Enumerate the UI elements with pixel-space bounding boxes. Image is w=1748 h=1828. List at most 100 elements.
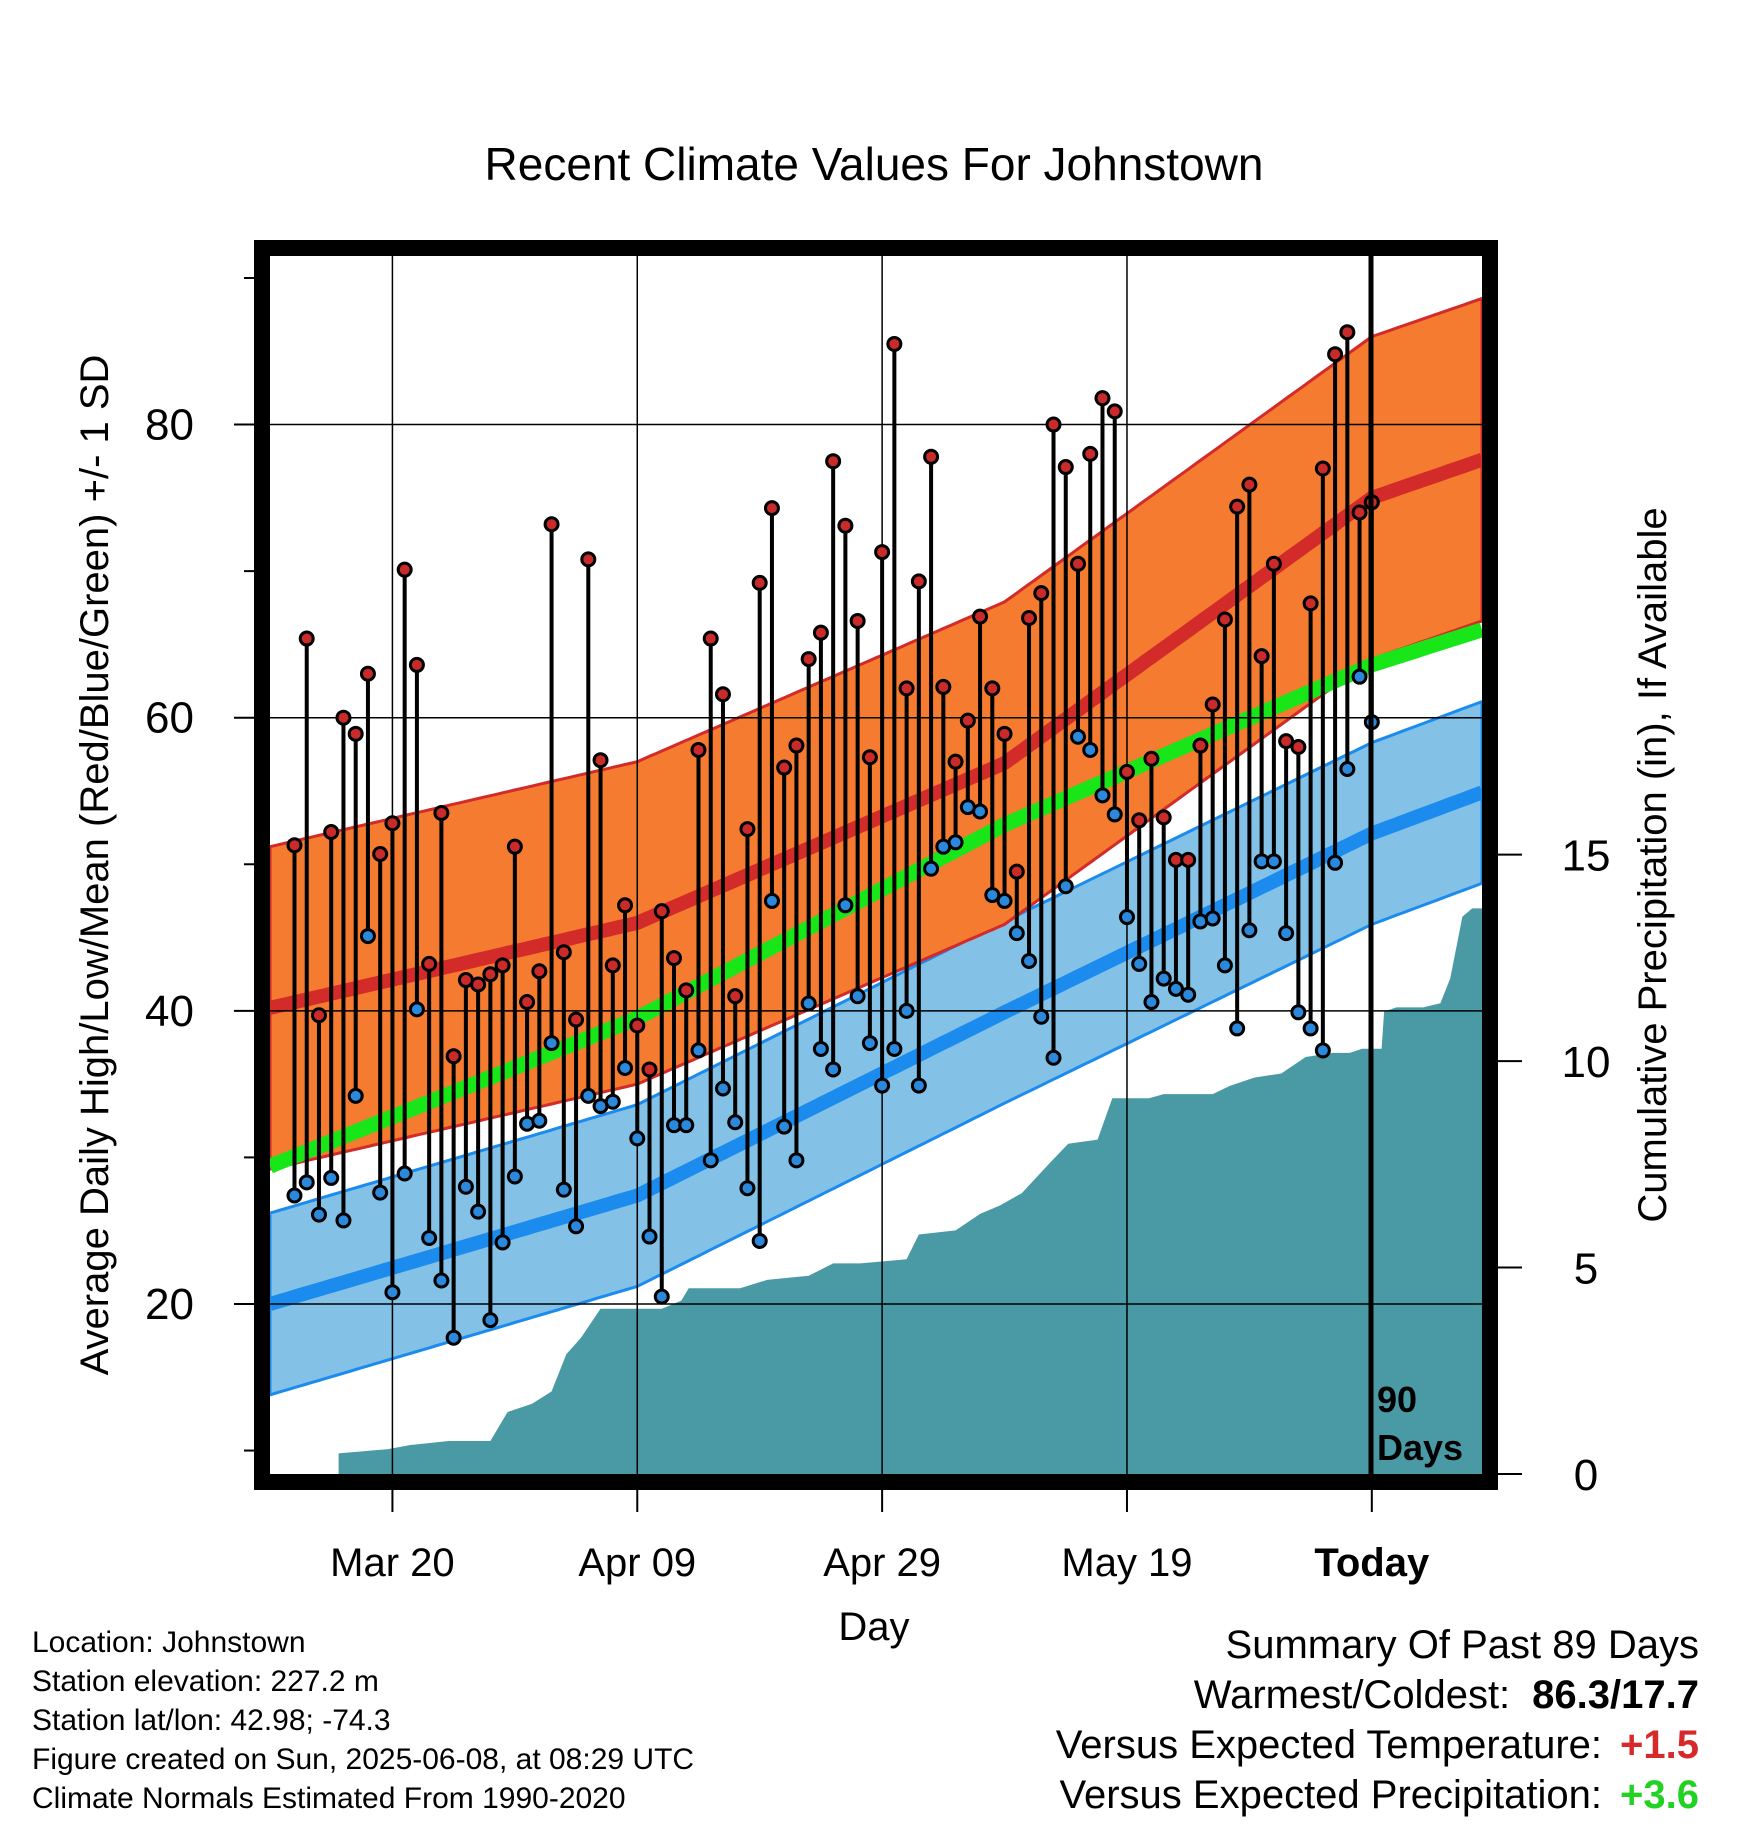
daily-low-point — [837, 897, 854, 914]
summary-temp: Versus Expected Temperature: +1.5 — [1056, 1720, 1699, 1770]
x-axis: Mar 20 Apr 09 Apr 29 May 19 Today — [330, 1490, 1430, 1585]
daily-high-point — [898, 680, 915, 697]
daily-low-point — [617, 1060, 634, 1076]
daily-low-point — [923, 860, 940, 877]
daily-low-point — [335, 1212, 352, 1229]
daily-high-point — [1302, 595, 1319, 612]
daily-high-point — [935, 678, 952, 695]
daily-high-point — [1106, 403, 1123, 420]
daily-high-point — [972, 608, 989, 625]
daily-high-point — [604, 957, 621, 974]
daily-low-point — [1131, 955, 1148, 972]
daily-low-point — [1290, 1004, 1307, 1021]
daily-high-point — [984, 680, 1001, 697]
daily-low-point — [751, 1232, 768, 1249]
daily-high-point — [776, 759, 793, 776]
daily-high-point — [812, 624, 829, 641]
daily-high-point — [874, 544, 891, 561]
daily-low-point — [568, 1218, 585, 1235]
x-tick-label: Apr 29 — [823, 1541, 941, 1585]
y-axis-right: 0 5 10 15 — [1498, 832, 1610, 1500]
daily-high-point — [825, 453, 842, 470]
daily-low-point — [886, 1040, 903, 1057]
daily-high-point — [298, 630, 315, 647]
daily-low-point — [421, 1230, 438, 1247]
daily-low-point — [531, 1112, 548, 1129]
daily-low-point — [972, 803, 989, 820]
daily-low-point — [286, 1187, 303, 1204]
daily-low-point — [1216, 957, 1233, 974]
y-tick-label: 20 — [145, 1280, 194, 1329]
daily-high-point — [555, 944, 572, 961]
daily-low-point — [396, 1165, 413, 1182]
daily-high-point — [1131, 812, 1148, 829]
daily-high-point — [1229, 498, 1246, 515]
daily-high-point — [653, 903, 670, 920]
daily-high-point — [788, 737, 805, 754]
daily-high-point — [837, 517, 854, 534]
normals-text: Climate Normals Estimated From 1990-2020 — [32, 1782, 626, 1815]
daily-high-point — [641, 1061, 658, 1078]
daily-high-point — [470, 976, 487, 993]
x-tick-label: May 19 — [1061, 1541, 1192, 1585]
daily-low-point — [555, 1181, 572, 1198]
daily-low-point — [506, 1168, 523, 1185]
daily-low-point — [408, 1001, 425, 1018]
summary-warmest-coldest: Warmest/Coldest: 86.3/17.7 — [1056, 1670, 1699, 1720]
daily-high-point — [1021, 610, 1038, 627]
daily-observations — [286, 324, 1380, 1346]
daily-high-point — [849, 612, 866, 629]
daily-low-point — [1118, 909, 1135, 926]
daily-low-point — [984, 887, 1001, 904]
precip-value: +3.6 — [1620, 1773, 1699, 1817]
daily-high-point — [286, 837, 303, 854]
daily-high-point — [335, 709, 352, 726]
daily-low-point — [1302, 1020, 1319, 1037]
created-text: Figure created on Sun, 2025-06-08, at 08… — [32, 1743, 695, 1776]
daily-high-point — [923, 448, 940, 465]
daily-low-point — [298, 1174, 315, 1191]
daily-high-point — [1094, 390, 1111, 407]
daily-high-point — [751, 574, 768, 591]
daily-low-point — [494, 1234, 511, 1251]
daily-high-point — [494, 957, 511, 974]
daily-high-point — [727, 988, 744, 1005]
daily-low-point — [776, 1118, 793, 1135]
daily-low-point — [323, 1169, 340, 1186]
daily-high-point — [592, 752, 609, 769]
daily-high-point — [1204, 696, 1221, 713]
daily-low-point — [1008, 925, 1025, 942]
daily-high-point — [372, 846, 389, 863]
x-tick-label: Today — [1314, 1541, 1430, 1585]
daily-high-point — [1253, 648, 1270, 665]
daily-high-point — [519, 994, 536, 1011]
daily-high-point — [1143, 750, 1160, 767]
daily-high-point — [1351, 504, 1368, 521]
daily-low-point — [1094, 787, 1111, 804]
daily-low-point — [1204, 910, 1221, 927]
daily-low-point — [482, 1312, 499, 1329]
summary-heading: Summary Of Past 89 Days — [1225, 1623, 1699, 1667]
daily-low-point — [800, 995, 817, 1012]
daily-low-point — [1155, 970, 1172, 987]
temp-value: +1.5 — [1620, 1723, 1699, 1767]
daily-high-point — [568, 1011, 585, 1028]
daily-high-point — [396, 561, 413, 578]
daily-high-point — [996, 725, 1013, 742]
daily-low-point — [1082, 741, 1099, 758]
y2-tick-label: 10 — [1562, 1038, 1611, 1087]
daily-low-point — [678, 1117, 695, 1134]
daily-low-point — [849, 988, 866, 1005]
chart-title: Recent Climate Values For Johnstown — [485, 138, 1264, 190]
daily-high-point — [1057, 459, 1074, 476]
daily-high-point — [959, 712, 976, 729]
daily-low-point — [1143, 994, 1160, 1011]
daily-high-point — [1241, 476, 1258, 493]
daily-low-point — [947, 834, 964, 851]
y-axis-label: Average Daily High/Low/Mean (Red/Blue/Gr… — [73, 355, 117, 1376]
daily-low-point — [629, 1130, 646, 1147]
x-axis-label: Day — [838, 1605, 909, 1649]
daily-low-point — [1106, 806, 1123, 823]
daily-high-point — [1327, 346, 1344, 363]
daily-high-point — [482, 966, 499, 983]
